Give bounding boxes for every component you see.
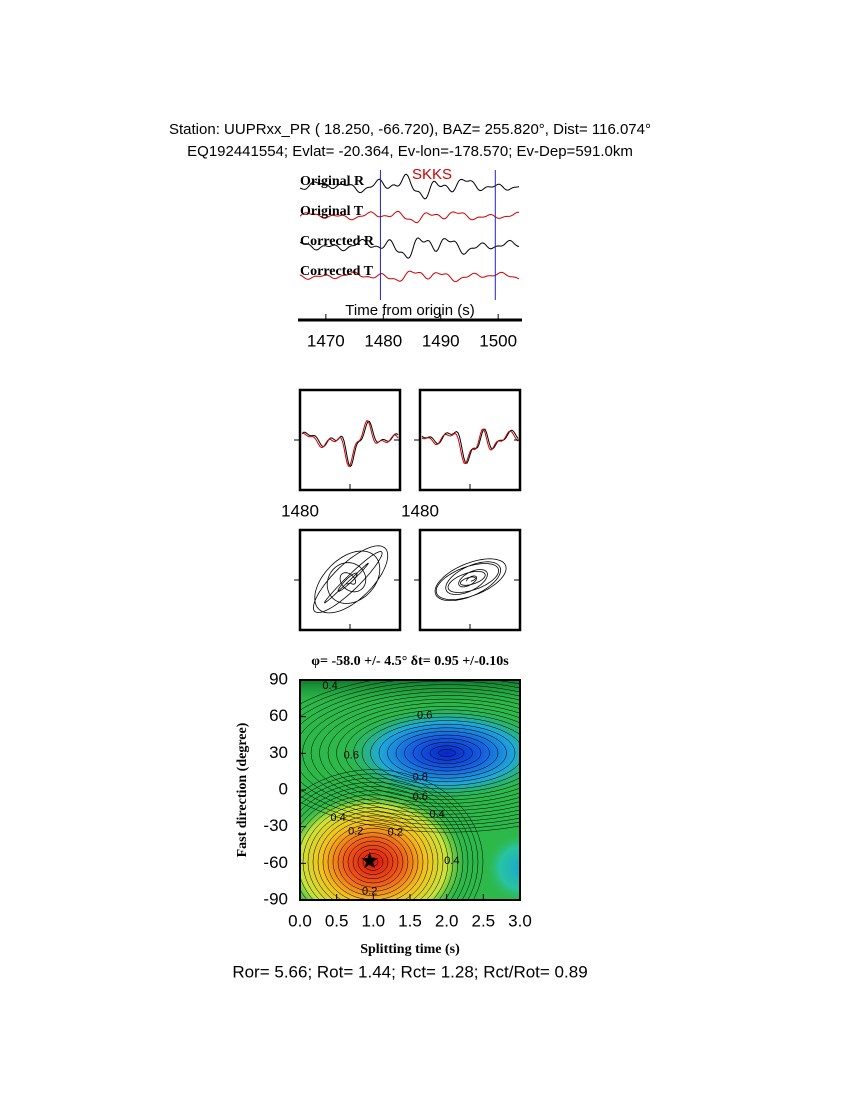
y-tick-label: 0 xyxy=(279,779,288,798)
contour-label: 0.2 xyxy=(348,825,363,837)
contour-line xyxy=(312,811,434,900)
x-tick-label: 1480 xyxy=(364,331,402,350)
contour-line xyxy=(300,798,449,900)
contour-line xyxy=(327,702,520,804)
x-axis-label: Splitting time (s) xyxy=(360,942,460,957)
contour-line xyxy=(352,844,394,880)
waveform xyxy=(299,210,519,224)
contour-line xyxy=(307,807,439,900)
y-axis-label: Fast direction (degree) xyxy=(235,722,250,857)
contour-label: 0.4 xyxy=(322,680,337,692)
waveform xyxy=(299,270,520,283)
header-line: Station: UUPRxx_PR ( 18.250, -66.720), B… xyxy=(169,121,651,138)
waveform xyxy=(299,173,520,200)
best-fit-star xyxy=(361,851,379,869)
trace-label: Original R xyxy=(300,174,365,189)
contour-line xyxy=(395,731,499,775)
contour-line xyxy=(362,853,384,871)
contour-line xyxy=(378,723,516,783)
contour-label: 0.8 xyxy=(413,772,428,784)
contour-line xyxy=(302,802,444,900)
contour-line xyxy=(347,840,399,884)
footer: Ror= 5.66; Rot= 1.44; Rct= 1.28; Rct/Rot… xyxy=(232,962,587,981)
contour-line xyxy=(300,684,520,822)
y-tick-label: -90 xyxy=(263,889,288,908)
contour-label: 0.6 xyxy=(344,750,359,762)
y-tick-label: 60 xyxy=(269,706,288,725)
misfit-map xyxy=(300,680,520,900)
contour-label: 0.6 xyxy=(413,791,428,803)
contour-label: 0.2 xyxy=(362,885,377,897)
contour-line xyxy=(337,832,409,892)
x-tick-label: 0.5 xyxy=(325,911,349,930)
contour-line xyxy=(322,819,424,900)
x-tick-label: 3.0 xyxy=(508,911,532,930)
contour-line xyxy=(300,790,459,900)
waveform xyxy=(299,237,520,259)
contour-label: 0.2 xyxy=(388,827,403,839)
panel-frame xyxy=(418,528,522,632)
contour-line xyxy=(344,709,520,797)
waveform xyxy=(301,420,399,468)
result-title: φ= -58.0 +/- 4.5° δt= 0.95 +/-0.10s xyxy=(311,654,509,669)
header-line: EQ192441554; Evlat= -20.364, Ev-lon=-178… xyxy=(187,143,633,160)
contour-line xyxy=(357,849,389,875)
contour-line xyxy=(361,716,520,790)
contour-label: 0.4 xyxy=(444,855,459,867)
contour-line xyxy=(300,769,484,900)
particle-motion xyxy=(312,545,389,614)
particle-motion xyxy=(434,558,507,601)
waveforms xyxy=(299,173,520,614)
x-tick-label: 0.0 xyxy=(288,911,312,930)
contour-line xyxy=(387,727,507,779)
contour-line xyxy=(412,738,482,768)
contour-line xyxy=(438,749,456,757)
x-axis-label: Time from origin (s) xyxy=(345,302,474,319)
contour-line xyxy=(353,713,520,793)
contour-line xyxy=(404,734,490,772)
contour-line xyxy=(370,720,520,786)
x-tick-label: 1470 xyxy=(307,331,345,350)
x-tick-label: 1480 xyxy=(281,501,319,520)
y-tick-label: -60 xyxy=(263,853,288,872)
waveform xyxy=(421,428,519,464)
x-tick-label: 1480 xyxy=(401,501,439,520)
contour-line xyxy=(300,773,479,900)
contour-line xyxy=(336,705,520,801)
phase-label: SKKS xyxy=(412,166,452,183)
x-tick-label: 2.0 xyxy=(435,911,459,930)
waveform xyxy=(421,428,519,465)
contour-line xyxy=(310,695,520,811)
x-tick-label: 1490 xyxy=(422,331,460,350)
contour-label: 0.6 xyxy=(417,709,432,721)
y-tick-label: 90 xyxy=(269,669,288,688)
contour-line xyxy=(319,698,520,808)
contour-line xyxy=(300,680,520,833)
contour-line xyxy=(300,786,464,900)
x-tick-label: 1.0 xyxy=(362,911,386,930)
x-tick-label: 1500 xyxy=(479,331,517,350)
contour-line xyxy=(300,687,520,819)
contour-line xyxy=(421,741,473,765)
x-tick-label: 1.5 xyxy=(398,911,422,930)
trace-label: Corrected R xyxy=(300,234,375,249)
x-tick-label: 2.5 xyxy=(472,911,496,930)
contour-label: 0.4 xyxy=(429,808,444,820)
trace-label: Corrected T xyxy=(300,264,374,279)
contour-line xyxy=(317,815,429,900)
trace-label: Original T xyxy=(300,204,364,219)
y-tick-label: -30 xyxy=(263,816,288,835)
contour-line xyxy=(429,745,465,761)
contour-line xyxy=(300,777,474,900)
contour-line xyxy=(342,836,404,888)
contour-line xyxy=(300,794,454,900)
waveform xyxy=(302,420,399,468)
y-tick-label: 30 xyxy=(269,743,288,762)
panel-frame xyxy=(418,388,522,492)
contour-label: 0.4 xyxy=(330,812,345,824)
contour-line xyxy=(300,680,520,829)
contour-line xyxy=(300,781,469,900)
